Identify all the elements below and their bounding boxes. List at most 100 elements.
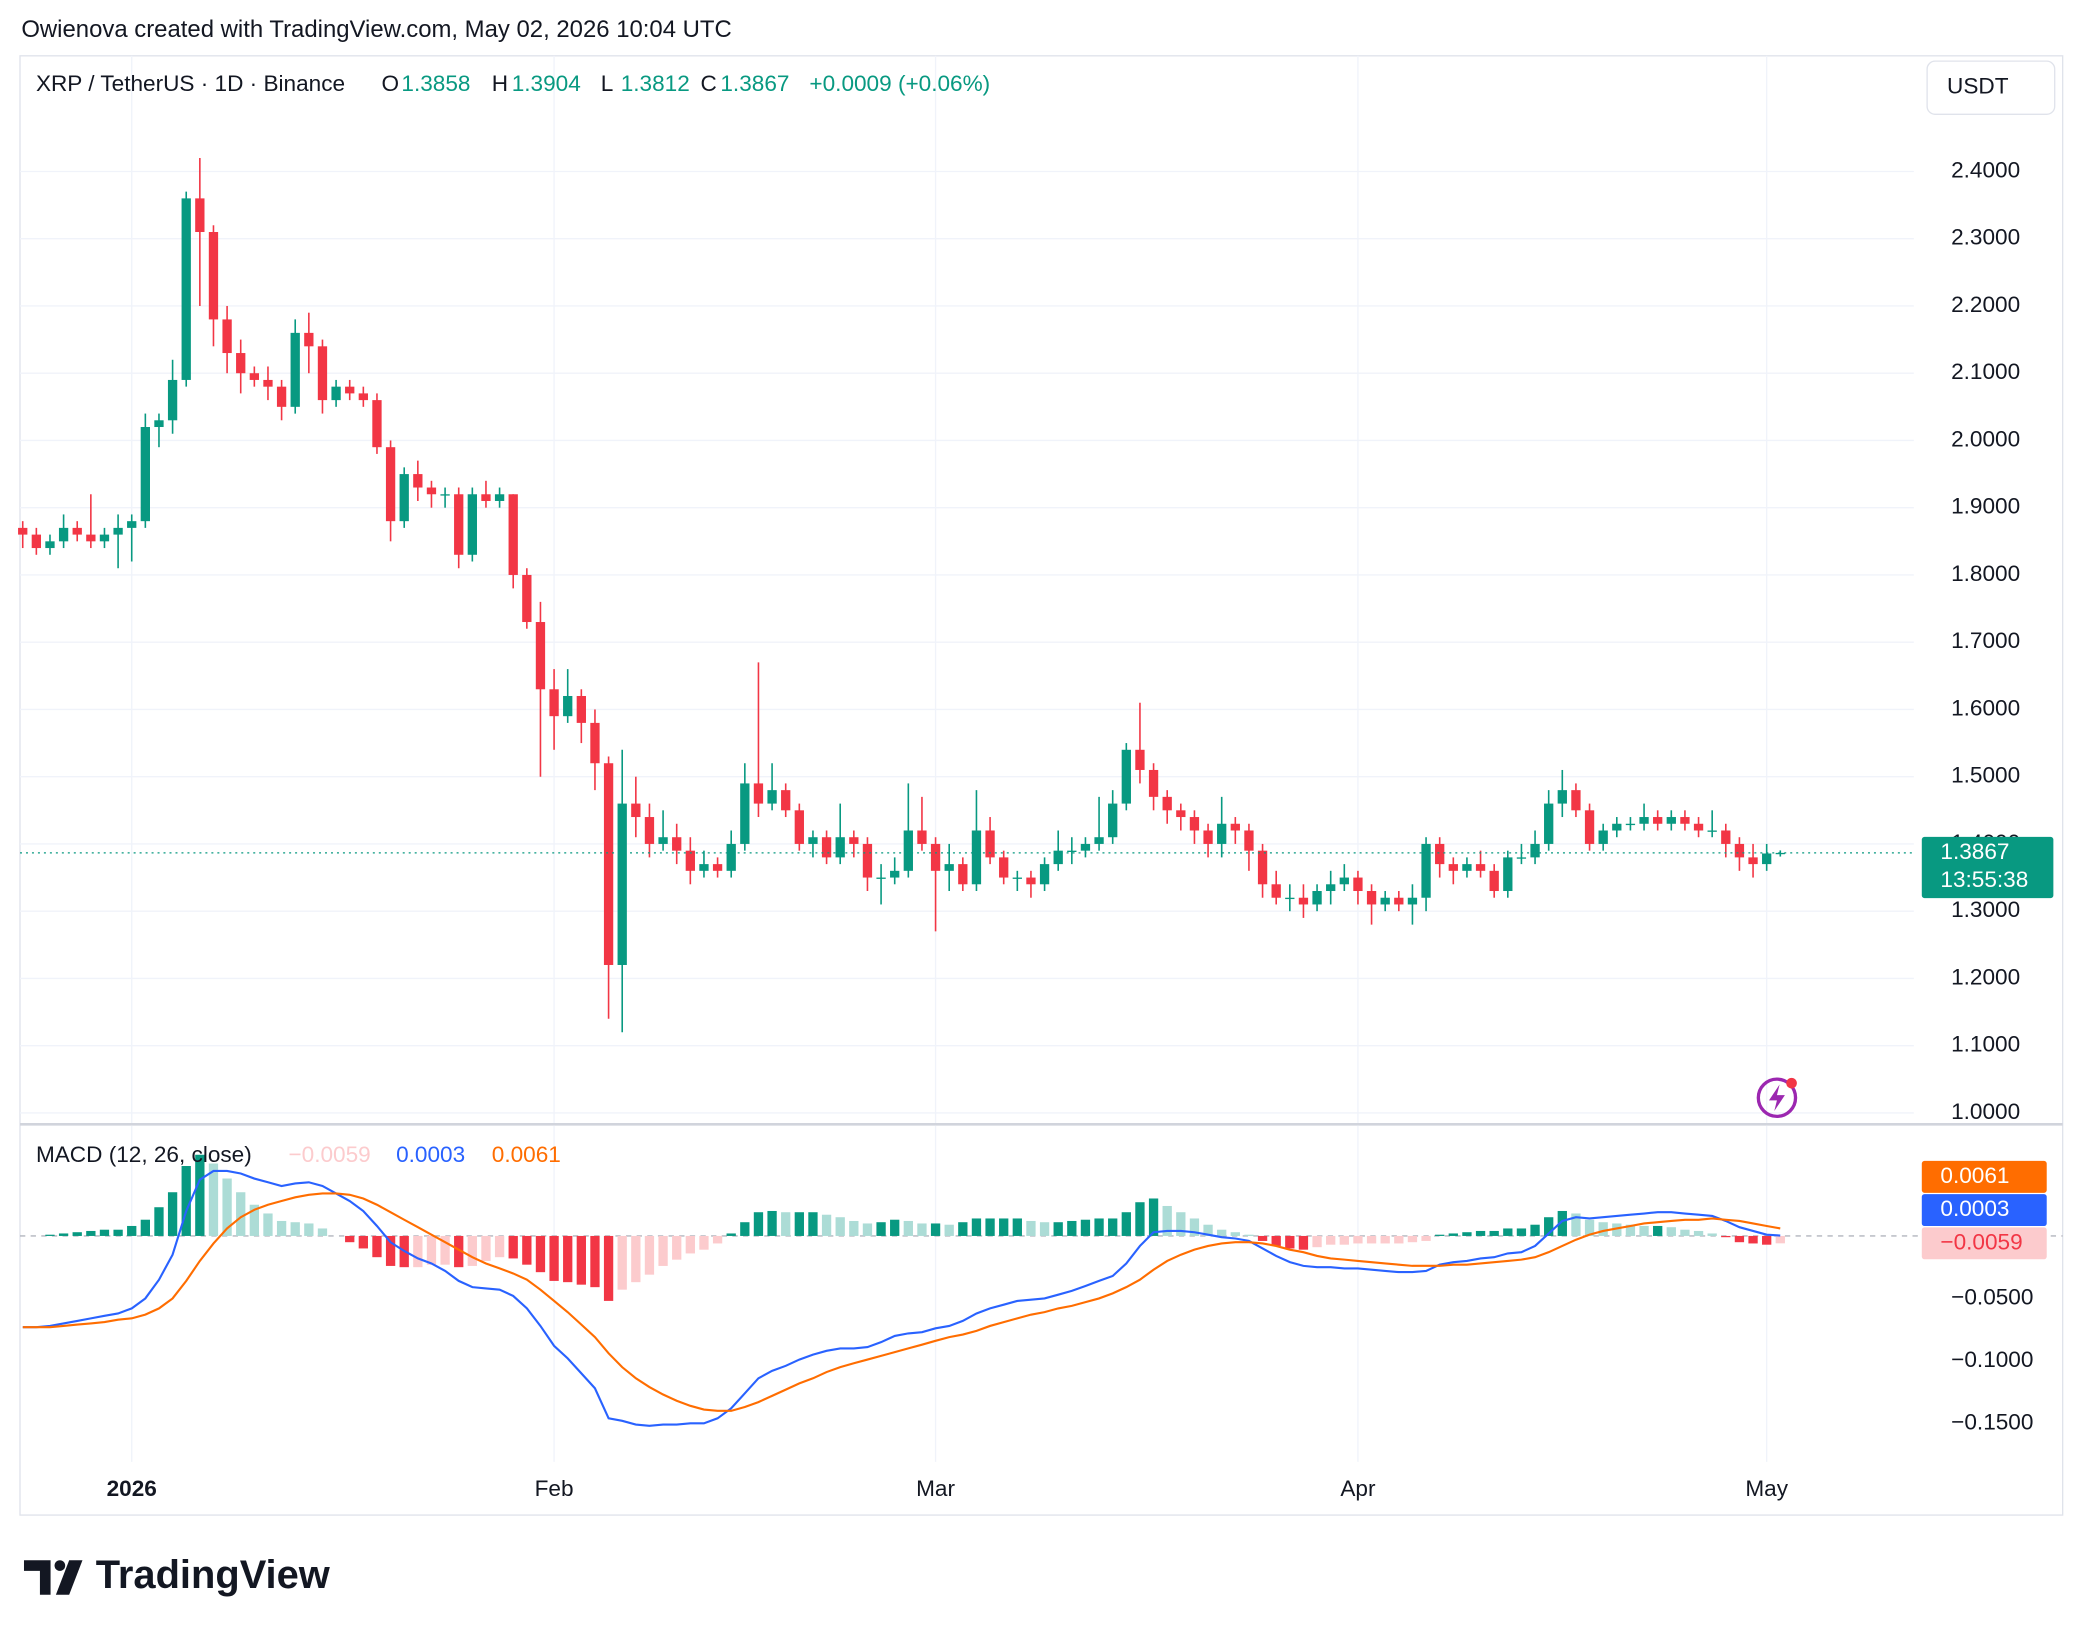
histogram-bar [876,1222,886,1236]
icon-dot[interactable] [1786,1077,1797,1089]
candle-body [1053,850,1063,865]
histogram-bar [1176,1212,1186,1236]
candle-body [385,447,396,522]
histogram-bar [1148,1198,1159,1236]
histogram-bar [644,1235,655,1275]
histogram-bar [1653,1225,1663,1236]
candle-body [631,803,641,818]
currency-button[interactable] [1926,60,2056,115]
histogram-bar [127,1225,137,1236]
candle-body [1271,884,1281,898]
last-price-label: 1.3867 [1940,839,2009,864]
chart-frame [19,55,2064,1516]
x-tick-label: Apr [1340,1476,1376,1501]
histogram-bar [753,1212,764,1236]
histogram-bar [1298,1235,1309,1250]
candle-body [522,574,532,623]
candle-body [1516,857,1527,859]
histogram-bar [794,1212,804,1236]
candle-body [440,494,450,496]
macd-hist-value: −0.0059 [288,1142,370,1167]
currency[interactable]: USDT [1947,74,2009,99]
value-badge [1921,1194,2047,1227]
histogram-bar [290,1222,300,1236]
histogram-bar [740,1222,750,1236]
y-tick-label: 1.2000 [1951,964,2020,989]
candle-body [658,837,668,844]
histogram-bar [862,1223,873,1236]
x-tick-label: Feb [535,1476,574,1501]
candle-body [494,494,505,501]
macd-value: 0.0003 [396,1142,465,1167]
candle-body [45,541,55,549]
watermark: Owienova created with TradingView.com, M… [21,16,731,43]
icon-bolt[interactable] [1768,1084,1785,1112]
candle-body [358,393,368,401]
histogram-bar [726,1233,736,1236]
candle-body [1680,817,1690,824]
histogram-bar [276,1220,287,1236]
histogram-bar [1121,1212,1131,1236]
candle-body [304,332,314,347]
candle-body [167,379,178,421]
histogram-bar [222,1178,232,1236]
histogram-bar [590,1235,600,1288]
candle-body [154,420,164,428]
candle-body [249,373,259,380]
candle-body [1353,877,1363,892]
candle-body [1189,817,1200,831]
histogram-bar [440,1235,450,1265]
candle-body [1530,843,1540,858]
candle-body [767,790,777,804]
candle-body [236,353,246,374]
histogram-bar [99,1229,110,1236]
macd-line [22,1169,1781,1427]
x-tick-label: Mar [916,1476,955,1501]
histogram-bar [1394,1235,1404,1244]
alert-icon[interactable] [1756,1077,1798,1119]
y-tick-label: 1.5000 [1951,763,2020,788]
histogram-bar [1666,1227,1676,1236]
histogram-bar [317,1228,328,1236]
candle-body [944,864,954,871]
candle-body [808,837,818,844]
candle-body [876,877,886,879]
candle-body [576,695,586,723]
histogram-bar [603,1235,614,1301]
candle-body [1257,850,1268,885]
candle-body [712,864,723,871]
candle-body [753,783,764,804]
value-badge [1921,1227,2047,1260]
candle-body [317,346,328,401]
candle-body [999,857,1009,878]
candle-body [208,232,219,320]
histogram-bar [154,1207,164,1236]
histogram-bar [1639,1225,1649,1236]
histogram-bar [1489,1230,1499,1236]
histogram-bar [1707,1233,1717,1236]
histogram-bar [86,1230,96,1236]
candle-body [1121,749,1131,804]
candle-body [1544,803,1554,844]
histogram-bar [58,1233,69,1236]
histogram-bar [631,1235,641,1283]
candle-body [835,837,845,858]
candle-body [181,198,191,380]
candle-body [1639,817,1649,824]
ohlc-header: O 1.3858 H 1.3904 L 1.3812 C 1.3867 [381,71,789,96]
candle-body [862,843,873,878]
histogram-bar [45,1234,55,1236]
signal-value: 0.0061 [492,1142,561,1167]
histogram-bar [1339,1235,1349,1245]
icon-ring[interactable] [1756,1077,1798,1119]
histogram-bar [1775,1235,1785,1244]
candle-body [1067,850,1077,852]
candle-body [372,400,382,448]
histogram-bar [1748,1235,1758,1244]
candle-body [794,810,804,844]
x-tick-label: May [1745,1476,1788,1501]
macd-line [22,1192,1781,1412]
candle-body [113,527,123,535]
histogram-bar [1244,1234,1254,1236]
candle-body [127,521,137,528]
